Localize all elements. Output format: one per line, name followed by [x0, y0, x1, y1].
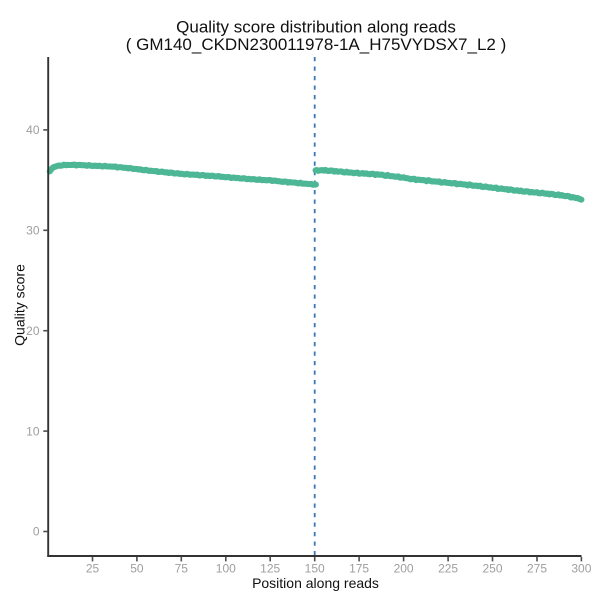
svg-text:10: 10 — [26, 424, 40, 438]
svg-text:300: 300 — [571, 562, 591, 576]
svg-text:30: 30 — [26, 224, 40, 238]
svg-text:40: 40 — [26, 123, 40, 137]
svg-text:Position along reads: Position along reads — [252, 575, 379, 591]
svg-text:Quality score: Quality score — [12, 264, 28, 346]
svg-text:0: 0 — [33, 525, 40, 539]
svg-text:175: 175 — [349, 562, 369, 576]
svg-text:100: 100 — [216, 562, 236, 576]
svg-text:200: 200 — [394, 562, 414, 576]
svg-text:Quality score distribution alo: Quality score distribution along reads — [176, 18, 456, 37]
svg-text:20: 20 — [26, 324, 40, 338]
svg-text:( GM140_CKDN230011978-1A_H75VY: ( GM140_CKDN230011978-1A_H75VYDSX7_L2 ) — [126, 35, 507, 54]
svg-text:275: 275 — [527, 562, 547, 576]
svg-text:125: 125 — [260, 562, 280, 576]
svg-text:150: 150 — [305, 562, 325, 576]
svg-text:25: 25 — [86, 562, 100, 576]
svg-text:75: 75 — [175, 562, 189, 576]
svg-text:250: 250 — [482, 562, 502, 576]
svg-text:50: 50 — [130, 562, 144, 576]
svg-text:225: 225 — [438, 562, 458, 576]
